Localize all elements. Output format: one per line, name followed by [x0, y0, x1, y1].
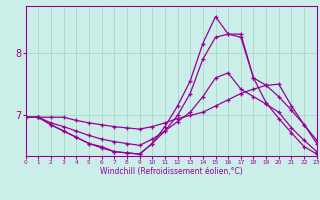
X-axis label: Windchill (Refroidissement éolien,°C): Windchill (Refroidissement éolien,°C)	[100, 167, 243, 176]
